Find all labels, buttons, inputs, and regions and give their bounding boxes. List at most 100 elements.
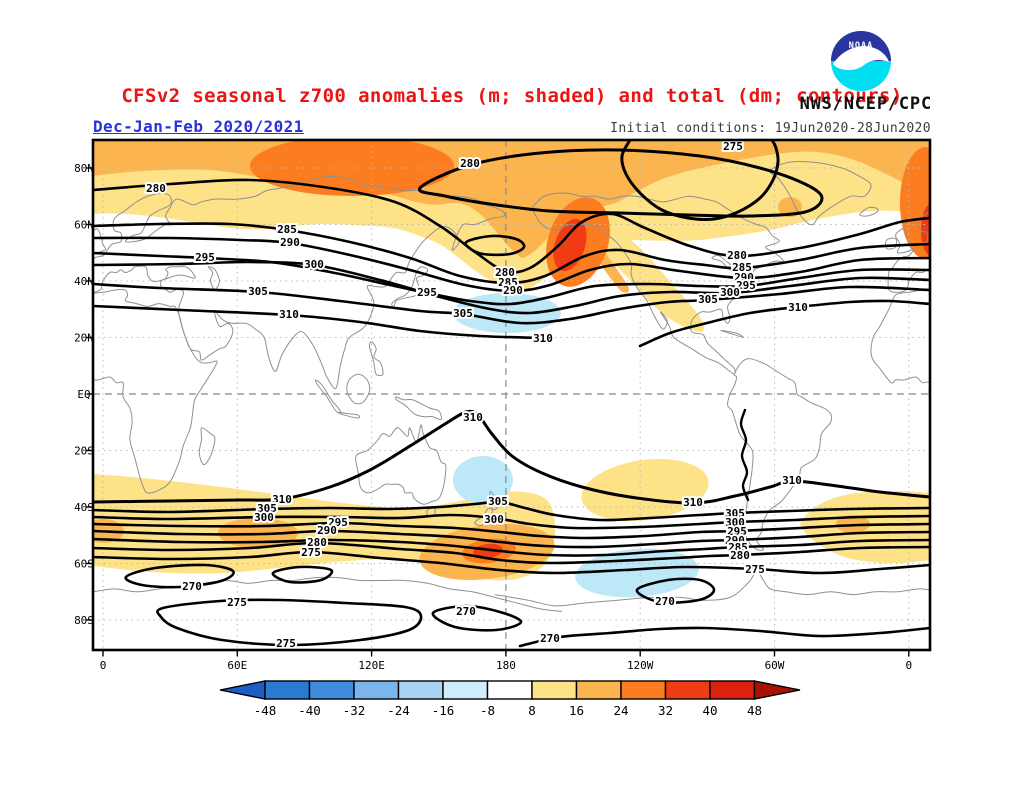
sumatra-coast xyxy=(314,379,341,414)
colorbar-cell xyxy=(620,680,667,700)
cuba-coast xyxy=(720,329,744,339)
contour-275-sh xyxy=(93,550,930,575)
colorbar-tick-label: -16 xyxy=(432,703,455,718)
contour-label: 305 xyxy=(698,293,718,306)
contour-label: 285 xyxy=(728,541,748,554)
contour-285-nh xyxy=(93,222,930,285)
colorbar-tick-label: -24 xyxy=(387,703,410,718)
antarctica-coast xyxy=(93,576,563,613)
contour-closed-low-npacific xyxy=(464,234,526,257)
contour-label: 305 xyxy=(257,502,277,515)
contour-label: 280 xyxy=(730,549,750,562)
madagascar-coast xyxy=(198,427,216,466)
contour-label: 310 xyxy=(272,493,292,506)
contour-label: 290 xyxy=(280,236,300,249)
lat-tick-label: 40N xyxy=(74,275,94,288)
lon-tick-label: 60E xyxy=(227,659,247,672)
antarctica-coast xyxy=(494,571,930,607)
colorbar-tick-label: -8 xyxy=(480,703,495,718)
shade-sepacific-yellow xyxy=(581,458,709,522)
figure-title: CFSv2 seasonal z700 anomalies (m; shaded… xyxy=(121,85,903,107)
contour-label: 310 xyxy=(683,496,703,509)
iceland-coast xyxy=(859,206,879,217)
lon-tick-label: 180 xyxy=(496,659,516,672)
contour-label: 295 xyxy=(195,251,215,264)
contour-310-nh-east xyxy=(638,299,930,348)
contour-270-loop-a xyxy=(124,563,235,589)
lat-tick-label: 40S xyxy=(74,501,94,514)
contour-label: 290 xyxy=(725,534,745,547)
contour-label: 280 xyxy=(307,536,327,549)
contour-label: 310 xyxy=(279,308,299,321)
africa-coast xyxy=(870,288,930,400)
colorbar-tick-label: 40 xyxy=(702,703,717,718)
contour-label: 285 xyxy=(498,276,518,289)
java-coast xyxy=(337,411,361,419)
colorbar-tick-label: -32 xyxy=(343,703,366,718)
lat-tick-label: 80S xyxy=(74,614,94,627)
colorbar-left-arrow xyxy=(219,680,266,700)
agency-label: NWS/NCEP/CPC xyxy=(799,94,932,114)
contour-label: 270 xyxy=(655,595,675,608)
north-america-coast xyxy=(532,192,785,375)
contour-290-sh xyxy=(93,529,930,549)
lon-tick-label: 120E xyxy=(358,659,385,672)
contour-label: 300 xyxy=(725,516,745,529)
colorbar: -48 -40 -32 -24 -16 -8 8 16 24 32 40 48 xyxy=(219,680,801,718)
nz-south-island-coast xyxy=(474,507,494,527)
contour-290-nh xyxy=(93,236,930,293)
contour-label: 310 xyxy=(782,474,802,487)
contour-label: 285 xyxy=(277,223,297,236)
forecast-period-label: Dec-Jan-Feb 2020/2021 xyxy=(93,117,304,136)
contour-label: 275 xyxy=(745,563,765,576)
map-frame xyxy=(91,138,932,652)
noaa-logo-text: NOAA xyxy=(849,41,873,51)
shade-tasman-cyan xyxy=(453,456,513,504)
contour-280-arctic-oval xyxy=(417,148,824,218)
contour-270-loop-e xyxy=(431,604,523,632)
lon-tick-label: 0 xyxy=(905,659,912,672)
contour-label: 300 xyxy=(720,286,740,299)
contour-300-nh xyxy=(93,260,930,315)
contour-310-arrowhead xyxy=(541,333,550,343)
contour-label: 275 xyxy=(301,546,321,559)
australia-coast xyxy=(355,424,447,505)
lat-tick-label: EQ xyxy=(77,388,90,401)
contour-label: 305 xyxy=(725,507,745,520)
contour-label: 295 xyxy=(328,516,348,529)
contour-295-sh xyxy=(93,521,930,540)
colorbar-tick-label: 32 xyxy=(658,703,673,718)
coastline-layer xyxy=(93,160,930,613)
contour-270-loop-b xyxy=(271,565,334,584)
contour-280-sh xyxy=(93,541,930,565)
contour-label: 310 xyxy=(463,411,483,424)
contour-label: 300 xyxy=(484,513,504,526)
shade-nacoast-yellow-tongue xyxy=(588,227,704,333)
contour-295-nh xyxy=(93,251,930,306)
lon-tick-label: 0 xyxy=(100,659,107,672)
great-lakes xyxy=(711,254,740,272)
contour-280-nh xyxy=(93,178,930,274)
colorbar-cell xyxy=(308,680,355,700)
lat-tick-label: 60S xyxy=(74,558,94,571)
contour-label: 290 xyxy=(503,284,523,297)
contour-label: 305 xyxy=(488,495,508,508)
contour-andes-fold xyxy=(739,408,750,502)
britain-coast xyxy=(895,228,913,254)
colorbar-cell xyxy=(664,680,711,700)
colorbar-cell xyxy=(486,680,533,700)
japan-coast xyxy=(391,266,429,307)
contour-label: 290 xyxy=(734,271,754,284)
greenland-coast xyxy=(769,160,872,226)
contour-label: 295 xyxy=(417,286,437,299)
contour-label: 290 xyxy=(317,524,337,537)
south-america-coast xyxy=(727,358,833,551)
contour-label: 275 xyxy=(227,596,247,609)
contour-label: 285 xyxy=(732,261,752,274)
contour-275-antarctic-loop xyxy=(156,598,423,647)
contour-305-nh xyxy=(93,282,930,325)
philippines-coast xyxy=(368,341,384,377)
contour-label: 300 xyxy=(304,258,324,271)
